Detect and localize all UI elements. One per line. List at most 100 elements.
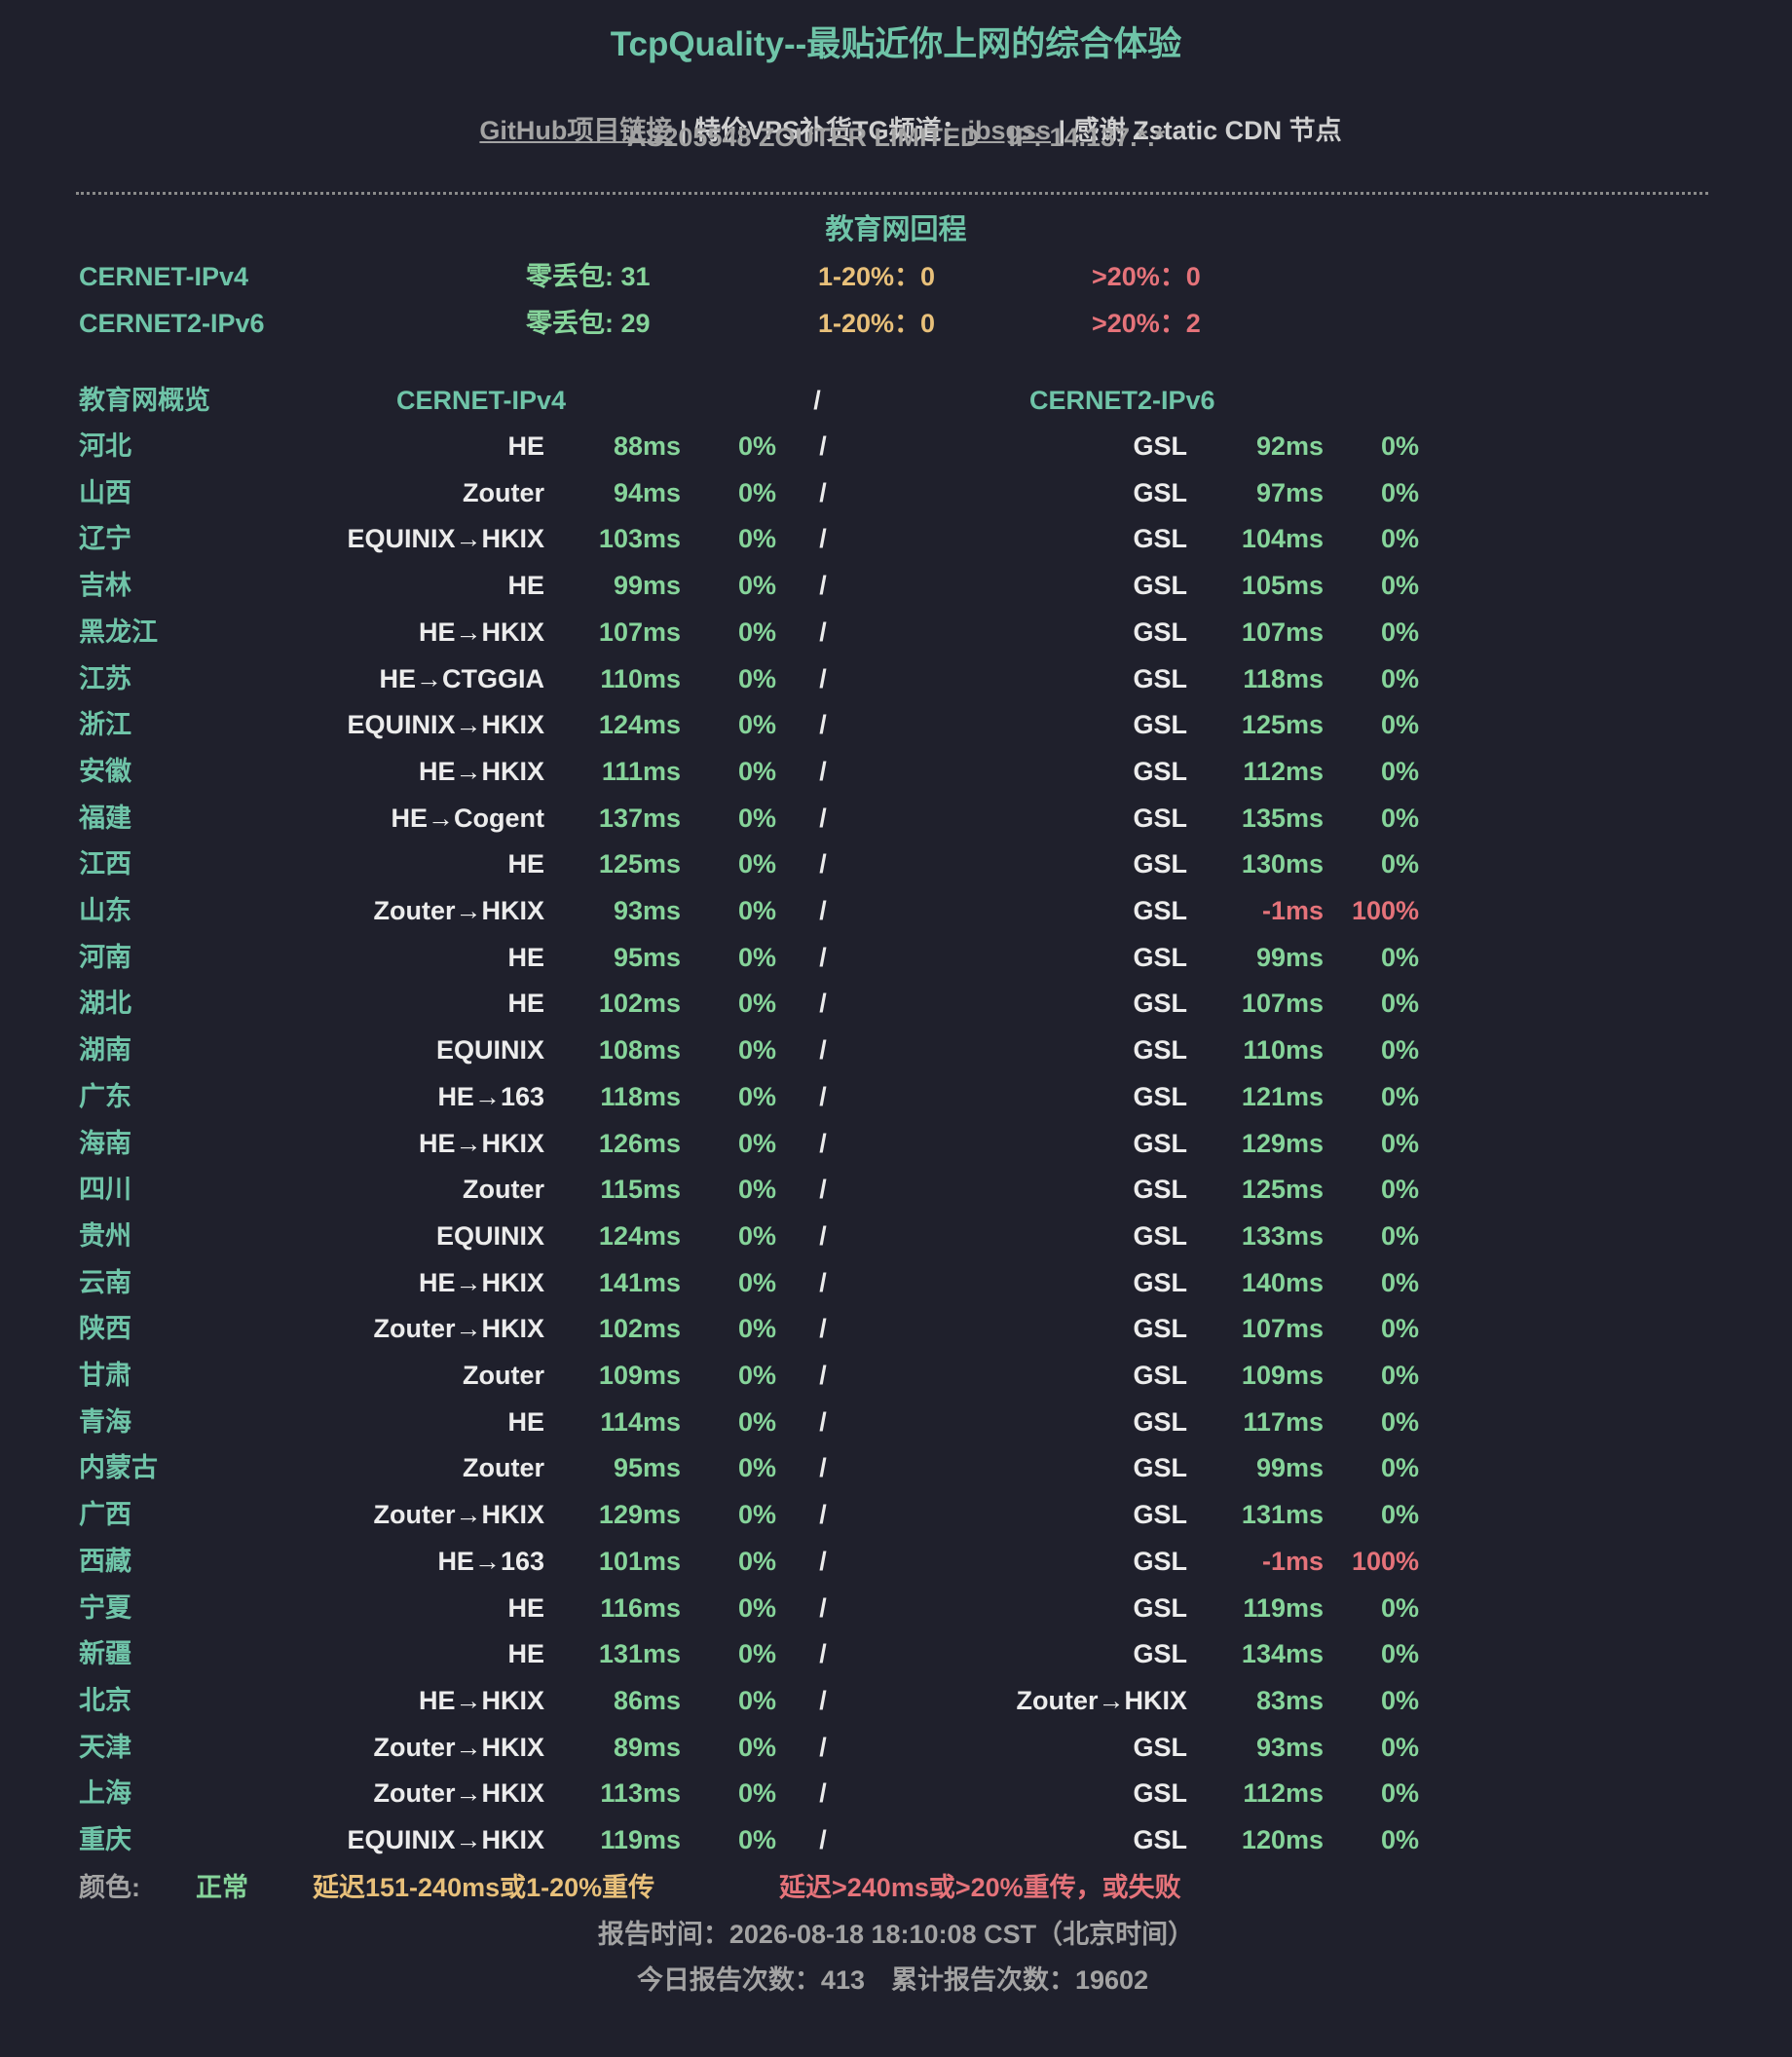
table-cell: 117ms — [1243, 1406, 1324, 1437]
table-cell: 0% — [1380, 617, 1419, 647]
table-cell: 137ms — [598, 803, 681, 833]
table-cell: GSL — [1133, 1825, 1187, 1854]
table-cell: / — [819, 1546, 827, 1576]
table-cell: 0% — [737, 1639, 776, 1669]
table-cell: 贵州 — [79, 1220, 131, 1251]
legend-item: 延迟151-240ms或1-20%重传 — [313, 1873, 655, 1902]
table-cell: 118ms — [1243, 663, 1324, 693]
table-cell: / — [819, 477, 827, 507]
table-cell: 江苏 — [79, 663, 131, 693]
table-cell: GSL — [1133, 431, 1187, 461]
table-cell: GSL — [1133, 1778, 1187, 1809]
legend-item: 延迟>240ms或>20%重传，或失败 — [779, 1873, 1181, 1902]
table-cell: / — [819, 710, 827, 740]
table-cell: / — [819, 1592, 827, 1623]
table-cell: 97ms — [1255, 477, 1324, 507]
table-cell: 88ms — [613, 431, 681, 461]
table-cell: / — [819, 1825, 827, 1854]
table-cell: GSL — [1133, 1175, 1187, 1205]
table-cell: 107ms — [1241, 989, 1324, 1019]
table-cell: 四川 — [79, 1175, 131, 1205]
table-cell: 宁夏 — [79, 1592, 131, 1623]
table-cell: 102ms — [598, 1314, 681, 1344]
table-cell: 浙江 — [79, 710, 131, 740]
table-cell: Zouter — [463, 1453, 544, 1483]
table-cell: 125ms — [1241, 1175, 1324, 1205]
table-cell: GSL — [1133, 1081, 1187, 1111]
table-cell: 0% — [1380, 1592, 1419, 1623]
table-cell: 111ms — [601, 756, 681, 786]
table-cell: 0% — [737, 1081, 776, 1111]
table-cell: -1ms — [1261, 896, 1324, 925]
legend-label: 颜色: — [79, 1873, 140, 1902]
table-cell: EQUINIX→HKIX — [347, 1825, 544, 1854]
table-cell: 0% — [1380, 524, 1419, 554]
table-cell: GSL — [1133, 756, 1187, 786]
table-cell: / — [819, 803, 827, 833]
table-cell: 95ms — [613, 1453, 681, 1483]
table-cell: GSL — [1133, 1220, 1187, 1251]
table-cell: 141ms — [598, 1267, 681, 1297]
table-cell: 134ms — [1241, 1639, 1324, 1669]
table-cell: 99ms — [1255, 942, 1324, 972]
table-cell: 0% — [1380, 710, 1419, 740]
table-cell: GSL — [1133, 663, 1187, 693]
today-count: 今日报告次数：413 — [636, 1965, 865, 1995]
table-cell: 118ms — [600, 1081, 681, 1111]
table-cell: 109ms — [1241, 1361, 1324, 1390]
table-header-cell: CERNET-IPv4 — [396, 386, 567, 415]
table-cell: Zouter — [463, 1361, 544, 1390]
table-cell: GSL — [1133, 1128, 1187, 1158]
table-cell: / — [819, 849, 827, 879]
table-cell: GSL — [1133, 1406, 1187, 1437]
table-cell: 0% — [1380, 942, 1419, 972]
table-cell: 0% — [737, 1175, 776, 1205]
table-cell: 0% — [1380, 431, 1419, 461]
table-cell: Zouter→HKIX — [1016, 1685, 1188, 1715]
table-cell: -1ms — [1261, 1546, 1324, 1576]
table-cell: HE→CTGGIA — [379, 663, 544, 693]
table-cell: GSL — [1133, 849, 1187, 879]
table-cell: 0% — [1380, 1175, 1419, 1205]
table-cell: 0% — [737, 524, 776, 554]
table-cell: 0% — [1380, 1685, 1419, 1715]
table-cell: GSL — [1133, 710, 1187, 740]
table-cell: / — [819, 756, 827, 786]
table-cell: 140ms — [1241, 1267, 1324, 1297]
table-cell: 101ms — [598, 1546, 681, 1576]
github-link[interactable]: GitHub项目链接 — [479, 116, 673, 145]
table-cell: 0% — [737, 1220, 776, 1251]
summary-cell: 零丢包: 31 — [526, 262, 651, 291]
table-cell: 0% — [737, 431, 776, 461]
table-cell: 0% — [1380, 1035, 1419, 1066]
table-cell: 0% — [1380, 1406, 1419, 1437]
table-cell: 0% — [737, 1453, 776, 1483]
table-cell: / — [819, 524, 827, 554]
table-cell: 0% — [737, 942, 776, 972]
table-cell: GSL — [1133, 1361, 1187, 1390]
table-cell: 125ms — [1241, 710, 1324, 740]
cdn-text: | 感谢 Zstatic CDN 节点 — [1051, 116, 1342, 145]
table-cell: 0% — [1380, 989, 1419, 1019]
table-cell: 山西 — [79, 477, 131, 507]
table-cell: GSL — [1133, 942, 1187, 972]
table-cell: 0% — [737, 477, 776, 507]
table-cell: 83ms — [1255, 1685, 1324, 1715]
table-cell: 116ms — [600, 1592, 681, 1623]
table-cell: / — [819, 617, 827, 647]
summary-cell: 1-20%：0 — [818, 309, 936, 338]
table-cell: EQUINIX — [435, 1035, 544, 1066]
table-cell: / — [819, 1128, 827, 1158]
table-cell: 0% — [737, 1500, 776, 1530]
table-header-cell: 教育网概览 — [79, 386, 210, 415]
table-cell: GSL — [1133, 896, 1187, 925]
table-cell: 0% — [1380, 1267, 1419, 1297]
summary-cell: >20%：0 — [1092, 262, 1201, 291]
table-cell: Zouter→HKIX — [373, 1778, 545, 1809]
tg-link[interactable]: ibsgss — [967, 116, 1052, 145]
summary-cell: >20%：2 — [1092, 309, 1201, 338]
table-cell: GSL — [1133, 1732, 1187, 1762]
table-cell: / — [819, 571, 827, 601]
table-cell: 130ms — [1241, 849, 1324, 879]
table-cell: GSL — [1133, 1592, 1187, 1623]
